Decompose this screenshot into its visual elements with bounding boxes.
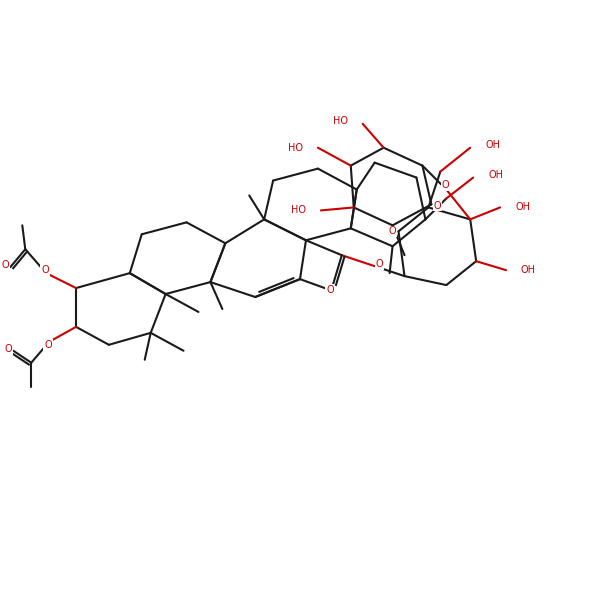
Text: OH: OH	[488, 170, 503, 179]
Text: O: O	[442, 180, 449, 190]
Text: O: O	[5, 344, 13, 354]
Text: O: O	[2, 260, 10, 271]
Text: OH: OH	[485, 140, 500, 150]
Text: OH: OH	[515, 202, 530, 212]
Text: O: O	[41, 265, 49, 275]
Text: O: O	[389, 226, 397, 236]
Text: HO: HO	[288, 143, 303, 153]
Text: HO: HO	[291, 205, 306, 215]
Text: O: O	[376, 259, 383, 269]
Text: O: O	[434, 200, 441, 211]
Text: O: O	[44, 340, 52, 350]
Text: OH: OH	[521, 265, 536, 275]
Text: O: O	[326, 285, 334, 295]
Text: HO: HO	[333, 116, 348, 126]
